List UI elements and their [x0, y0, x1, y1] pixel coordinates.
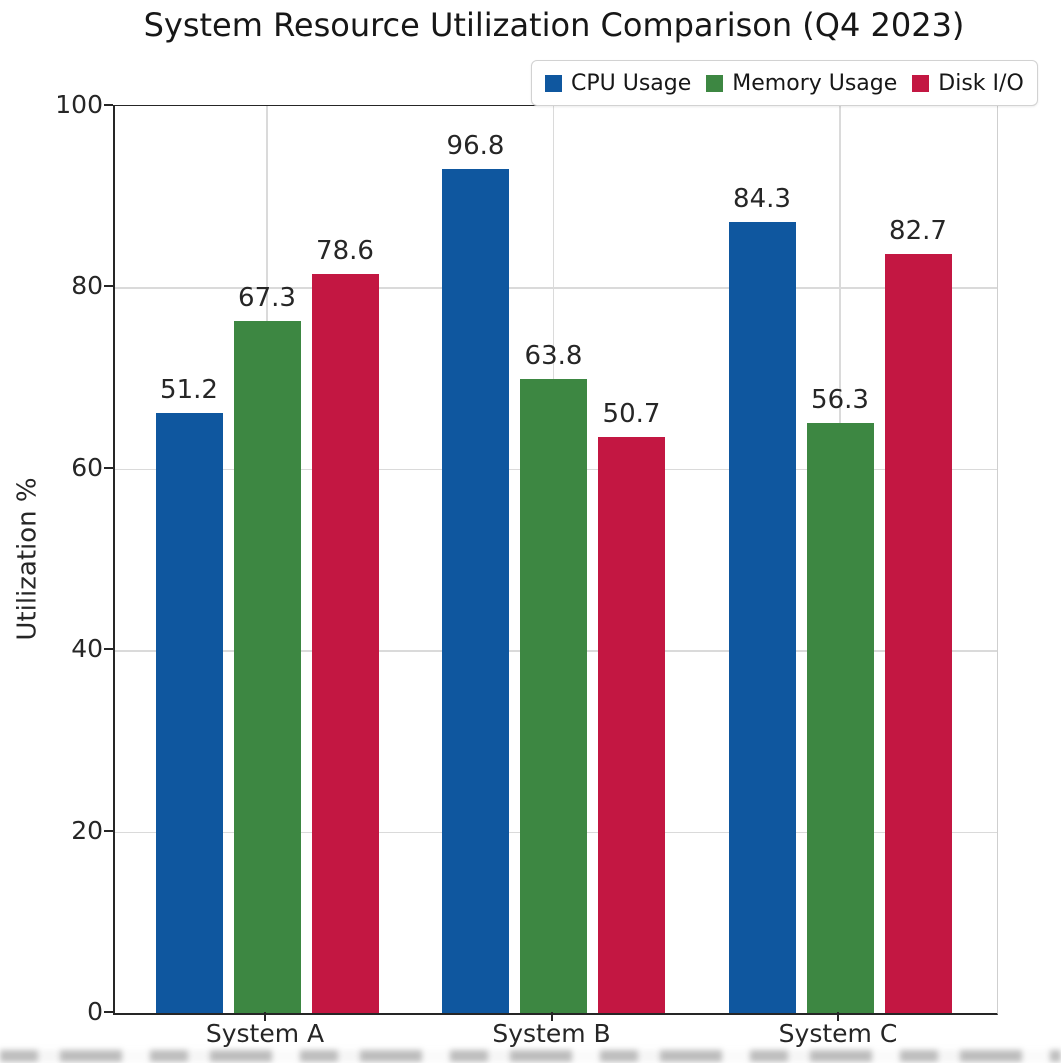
bar-value-label: 51.2: [160, 374, 218, 405]
legend-swatch-icon: [706, 74, 724, 92]
bar-memory-usage-1: [233, 320, 301, 1013]
y-tick-label-100: 100: [55, 90, 103, 119]
bar-value-label: 96.8: [446, 130, 505, 161]
chart-title: System Resource Utilization Comparison (…: [143, 6, 965, 44]
bar-memory-usage-3: [806, 423, 874, 1013]
bar-value-label: 82.7: [889, 215, 947, 246]
bar-value-label: 56.3: [811, 385, 869, 416]
y-tick-label-20: 20: [71, 815, 103, 845]
legend-label: Memory Usage: [732, 70, 898, 96]
plot-area: 51.2 67.3 78.6 96.8 63.8 50.7 84.3 56.3 82.7: [113, 105, 998, 1015]
legend-label: CPU Usage: [571, 70, 692, 96]
legend-label: Disk I/O: [938, 70, 1024, 96]
bar-memory-usage-2: [520, 379, 587, 1013]
bar-value-label: 50.7: [602, 399, 661, 430]
legend-item-disk-i-o: Disk I/O: [912, 70, 1024, 96]
y-tick-mark-20: [104, 829, 113, 832]
y-tick-label-80: 80: [71, 271, 103, 301]
bottom-artifact-strip: [0, 1050, 1061, 1062]
legend-item-cpu-usage: CPU Usage: [545, 71, 691, 96]
x-tick-label-3: System C: [778, 1019, 898, 1048]
y-tick-mark-80: [104, 285, 113, 288]
y-tick-label-60: 60: [71, 452, 103, 482]
legend-swatch-icon: [545, 74, 562, 92]
y-tick-label-0: 0: [87, 997, 103, 1026]
bar-cpu-usage-2: [442, 168, 509, 1013]
bar-cpu-usage-1: [155, 412, 223, 1013]
legend-item-memory-usage: Memory Usage: [706, 71, 897, 96]
x-tick-mark-2: [550, 1012, 553, 1021]
x-tick-label-2: System B: [492, 1019, 611, 1048]
y-axis-label-wrap: Utilization %: [0, 105, 56, 1012]
y-axis-label: Utilization %: [13, 476, 43, 641]
y-tick-mark-0: [104, 1011, 113, 1013]
y-tick-label-40: 40: [71, 634, 103, 664]
h-gridline-80: [115, 287, 997, 289]
y-tick-mark-40: [104, 648, 113, 651]
bar-value-label: 63.8: [524, 341, 583, 371]
x-tick-mark-3: [837, 1012, 839, 1021]
bar-value-label: 67.3: [238, 282, 296, 313]
y-tick-mark-100: [104, 104, 113, 106]
legend-swatch-icon: [912, 74, 930, 92]
x-tick-label-1: System A: [205, 1019, 325, 1048]
bar-disk-i-o-1: [311, 273, 379, 1013]
bar-cpu-usage-3: [728, 222, 796, 1013]
x-tick-mark-1: [264, 1012, 266, 1021]
bar-disk-i-o-3: [884, 253, 952, 1013]
bar-value-label: 78.6: [316, 235, 374, 266]
bar-value-label: 84.3: [733, 184, 791, 215]
bar-disk-i-o-2: [598, 437, 665, 1013]
legend: CPU Usage Memory Usage Disk I/O: [531, 60, 1038, 106]
y-tick-mark-60: [104, 466, 113, 469]
